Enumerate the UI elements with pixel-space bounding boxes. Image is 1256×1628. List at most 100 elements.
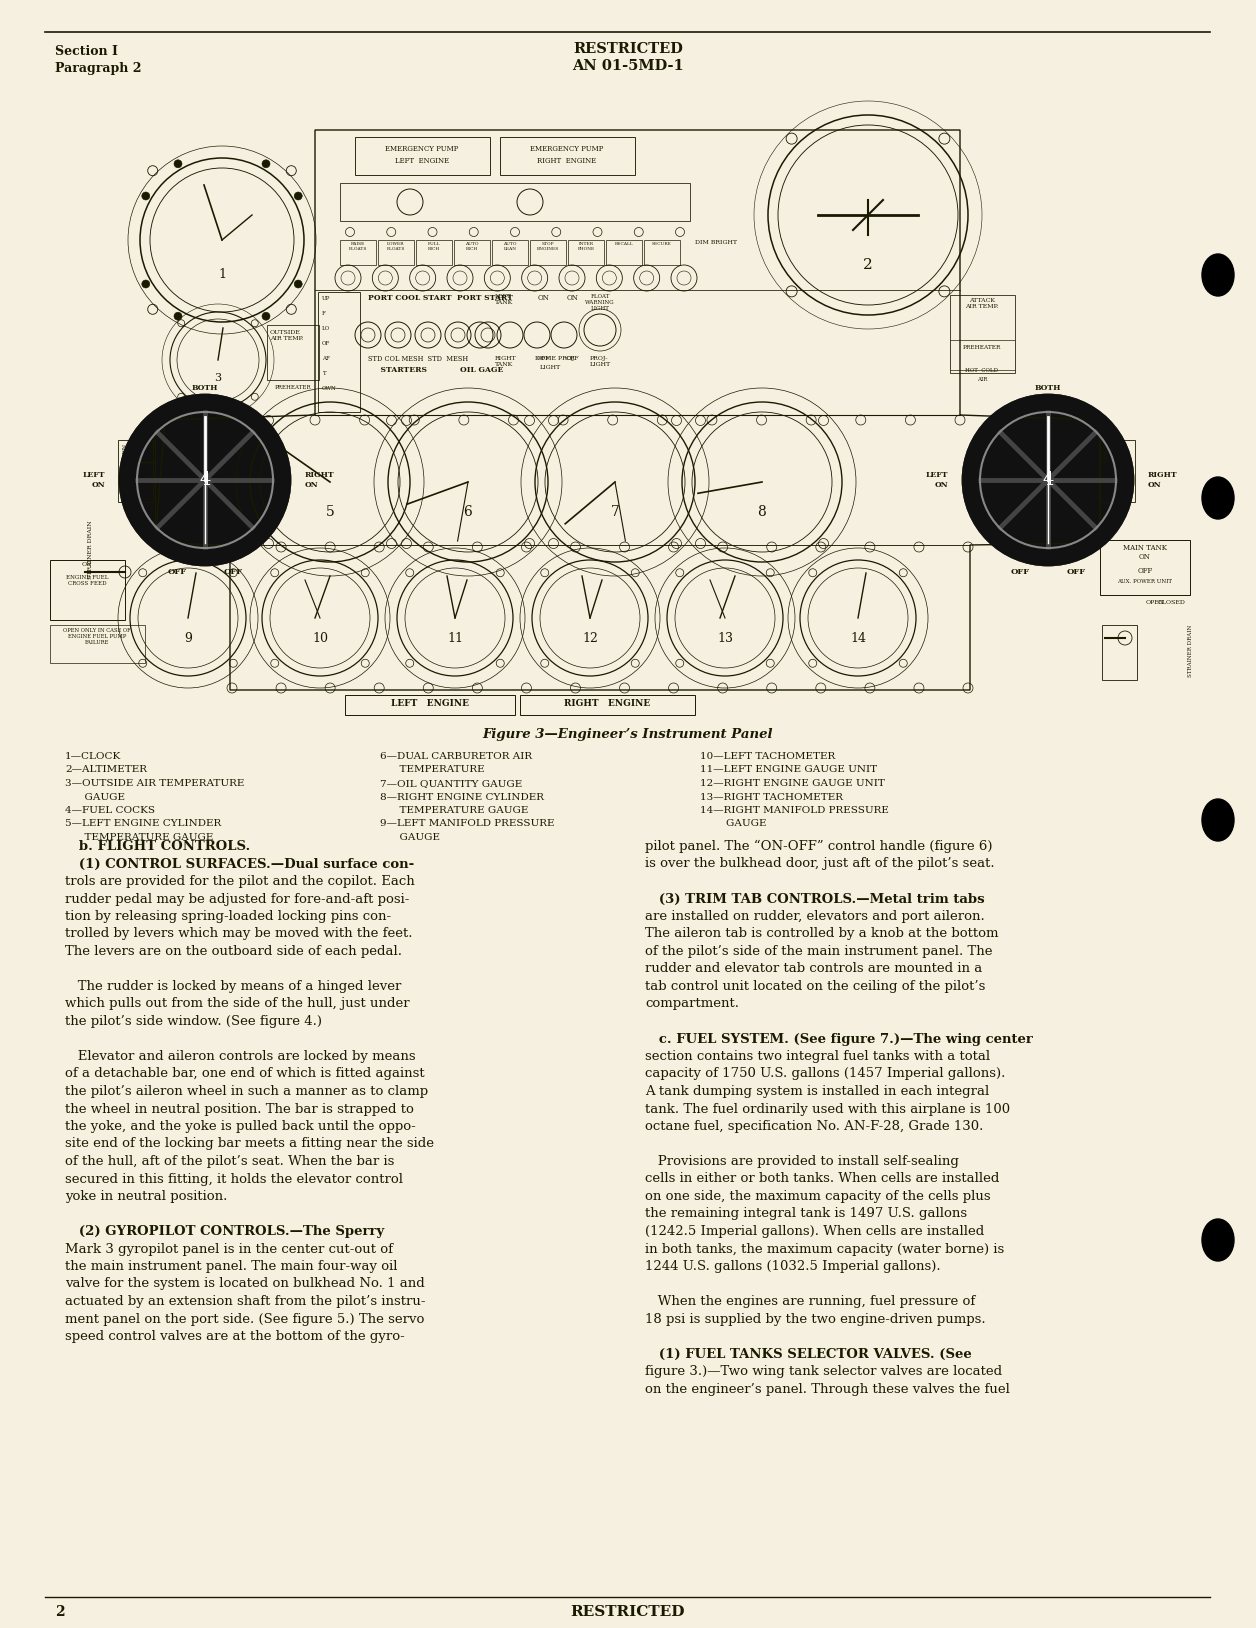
- Text: F: F: [322, 311, 325, 316]
- Text: 11: 11: [447, 632, 463, 645]
- Text: OFF: OFF: [1066, 568, 1085, 576]
- Text: Provisions are provided to install self-sealing: Provisions are provided to install self-…: [646, 1154, 958, 1167]
- Text: AN 01-5MD-1: AN 01-5MD-1: [573, 59, 683, 73]
- Text: RIGHT
TANK: RIGHT TANK: [495, 357, 516, 366]
- Text: Elevator and aileron controls are locked by means: Elevator and aileron controls are locked…: [65, 1050, 416, 1063]
- Text: 10—LEFT TACHOMETER: 10—LEFT TACHOMETER: [700, 752, 835, 760]
- Bar: [340, 182, 690, 221]
- Text: 1: 1: [219, 269, 226, 282]
- Text: 18 psi is supplied by the two engine-driven pumps.: 18 psi is supplied by the two engine-dri…: [646, 1312, 986, 1325]
- Text: tion by releasing spring-loaded locking pins con-: tion by releasing spring-loaded locking …: [65, 910, 391, 923]
- Text: ENGINE FUEL
CROSS FEED: ENGINE FUEL CROSS FEED: [65, 575, 108, 586]
- Text: PREHEATER: PREHEATER: [963, 345, 1001, 350]
- Text: ON: ON: [82, 562, 92, 567]
- Text: 4: 4: [1042, 470, 1054, 488]
- Bar: [416, 239, 452, 265]
- Text: EMERGENCY PUMP: EMERGENCY PUMP: [386, 145, 458, 153]
- Bar: [1102, 625, 1137, 681]
- Text: BOTH
ON: BOTH ON: [192, 384, 219, 400]
- Circle shape: [175, 313, 182, 321]
- Text: c. FUEL SYSTEM. (See figure 7.)—The wing center: c. FUEL SYSTEM. (See figure 7.)—The wing…: [646, 1032, 1032, 1045]
- Circle shape: [142, 192, 149, 200]
- Text: LIGHT: LIGHT: [540, 365, 561, 370]
- Text: 5: 5: [325, 505, 334, 519]
- Text: trols are provided for the pilot and the copilot. Each: trols are provided for the pilot and the…: [65, 874, 414, 887]
- Text: tank. The fuel ordinarily used with this airplane is 100: tank. The fuel ordinarily used with this…: [646, 1102, 1010, 1115]
- Text: STARTERS: STARTERS: [371, 366, 427, 374]
- Text: TEMPERATURE GAUGE: TEMPERATURE GAUGE: [65, 834, 214, 842]
- Bar: [950, 340, 1015, 370]
- Text: 3—OUTSIDE AIR TEMPERATURE: 3—OUTSIDE AIR TEMPERATURE: [65, 780, 245, 788]
- Text: PREHEATER: PREHEATER: [275, 384, 311, 391]
- Text: 1—CLOCK: 1—CLOCK: [65, 752, 122, 760]
- Text: actuated by an extension shaft from the pilot’s instru-: actuated by an extension shaft from the …: [65, 1294, 426, 1307]
- Text: (1) CONTROL SURFACES.—Dual surface con-: (1) CONTROL SURFACES.—Dual surface con-: [65, 858, 414, 871]
- Text: tab control unit located on the ceiling of the pilot’s: tab control unit located on the ceiling …: [646, 980, 986, 993]
- Text: the main instrument panel. The main four-way oil: the main instrument panel. The main four…: [65, 1260, 397, 1273]
- Text: RESTRICTED: RESTRICTED: [570, 1605, 686, 1618]
- Text: PORT COOL START  PORT START: PORT COOL START PORT START: [368, 295, 512, 303]
- Text: LO: LO: [322, 326, 330, 330]
- Text: INTER
PHONE: INTER PHONE: [578, 243, 594, 251]
- Text: LOWER
FLOATS: LOWER FLOATS: [387, 243, 406, 251]
- Text: ON: ON: [566, 295, 579, 303]
- Text: RIGHT
ON: RIGHT ON: [305, 472, 334, 488]
- Text: TEMPERATURE: TEMPERATURE: [381, 765, 485, 775]
- Ellipse shape: [1202, 477, 1233, 519]
- Text: Figure 3—Engineer’s Instrument Panel: Figure 3—Engineer’s Instrument Panel: [482, 728, 774, 741]
- Bar: [530, 239, 566, 265]
- Text: The aileron tab is controlled by a knob at the bottom: The aileron tab is controlled by a knob …: [646, 928, 999, 941]
- Bar: [453, 239, 490, 265]
- Bar: [644, 239, 679, 265]
- Text: 5—LEFT ENGINE CYLINDER: 5—LEFT ENGINE CYLINDER: [65, 819, 221, 829]
- Text: STD COL MESH  STD  MESH: STD COL MESH STD MESH: [368, 355, 468, 363]
- Text: 6: 6: [463, 505, 472, 519]
- Text: OFF: OFF: [224, 568, 242, 576]
- Text: Mark 3 gyropilot panel is in the center cut-out of: Mark 3 gyropilot panel is in the center …: [65, 1242, 393, 1255]
- Text: FULL
RICH: FULL RICH: [428, 243, 441, 251]
- Text: AUTO
LEAN: AUTO LEAN: [504, 243, 516, 251]
- Text: STRAINER DRAIN: STRAINER DRAIN: [88, 519, 93, 578]
- Text: LEFT
ON: LEFT ON: [926, 472, 948, 488]
- Text: OUTSIDE
AIR TEMP.: OUTSIDE AIR TEMP.: [270, 330, 304, 340]
- Text: OIL GAGE: OIL GAGE: [460, 366, 504, 374]
- Text: on one side, the maximum capacity of the cells plus: on one side, the maximum capacity of the…: [646, 1190, 991, 1203]
- Text: 11—LEFT ENGINE GAUGE UNIT: 11—LEFT ENGINE GAUGE UNIT: [700, 765, 877, 775]
- Text: valve for the system is located on bulkhead No. 1 and: valve for the system is located on bulkh…: [65, 1278, 425, 1291]
- Text: AUX. POWER UNIT: AUX. POWER UNIT: [1118, 580, 1173, 584]
- Text: in both tanks, the maximum capacity (water borne) is: in both tanks, the maximum capacity (wat…: [646, 1242, 1005, 1255]
- Text: ON: ON: [538, 295, 550, 303]
- Text: ATTACK
AIR TEMP.: ATTACK AIR TEMP.: [966, 298, 999, 309]
- Text: Paragraph 2: Paragraph 2: [55, 62, 142, 75]
- Text: 4: 4: [200, 470, 211, 488]
- Text: DIM BRIGHT: DIM BRIGHT: [695, 239, 737, 244]
- Text: 2—ALTIMETER: 2—ALTIMETER: [65, 765, 147, 775]
- Text: the remaining integral tank is 1497 U.S. gallons: the remaining integral tank is 1497 U.S.…: [646, 1208, 967, 1221]
- Text: OPEN: OPEN: [123, 443, 128, 462]
- Text: yoke in neutral position.: yoke in neutral position.: [65, 1190, 227, 1203]
- Text: rudder pedal may be adjusted for fore-and-aft posi-: rudder pedal may be adjusted for fore-an…: [65, 892, 409, 905]
- Bar: [118, 440, 153, 501]
- Text: capacity of 1750 U.S. gallons (1457 Imperial gallons).: capacity of 1750 U.S. gallons (1457 Impe…: [646, 1068, 1005, 1081]
- Text: trolled by levers which may be moved with the feet.: trolled by levers which may be moved wit…: [65, 928, 412, 941]
- Text: on the engineer’s panel. Through these valves the fuel: on the engineer’s panel. Through these v…: [646, 1382, 1010, 1395]
- Text: 2: 2: [863, 257, 873, 272]
- Text: EMERGENCY PUMP: EMERGENCY PUMP: [530, 145, 604, 153]
- Bar: [492, 239, 528, 265]
- Text: SECURE: SECURE: [652, 243, 672, 246]
- Text: 1244 U.S. gallons (1032.5 Imperial gallons).: 1244 U.S. gallons (1032.5 Imperial gallo…: [646, 1260, 941, 1273]
- Bar: [1100, 540, 1189, 594]
- Circle shape: [294, 280, 303, 288]
- Text: (2) GYROPILOT CONTROLS.—The Sperry: (2) GYROPILOT CONTROLS.—The Sperry: [65, 1224, 384, 1237]
- Text: TEMPERATURE GAUGE: TEMPERATURE GAUGE: [381, 806, 529, 816]
- Circle shape: [142, 280, 149, 288]
- Text: compartment.: compartment.: [646, 998, 739, 1011]
- Text: OPEN: OPEN: [1104, 443, 1109, 462]
- Text: The levers are on the outboard side of each pedal.: The levers are on the outboard side of e…: [65, 944, 402, 957]
- Text: DOME PROJ.: DOME PROJ.: [535, 357, 575, 361]
- Circle shape: [127, 402, 283, 558]
- Text: 6—DUAL CARBURETOR AIR: 6—DUAL CARBURETOR AIR: [381, 752, 533, 760]
- Bar: [1100, 440, 1135, 501]
- Text: speed control valves are at the bottom of the gyro-: speed control valves are at the bottom o…: [65, 1330, 404, 1343]
- Text: When the engines are running, fuel pressure of: When the engines are running, fuel press…: [646, 1294, 975, 1307]
